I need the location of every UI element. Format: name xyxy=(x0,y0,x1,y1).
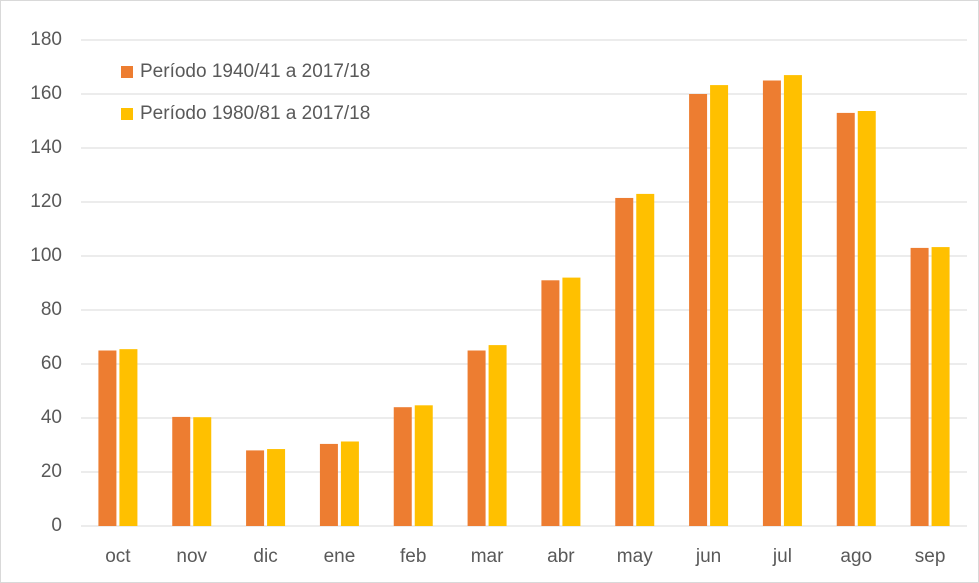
y-tick-label: 0 xyxy=(51,515,62,536)
bar xyxy=(615,197,634,526)
bar xyxy=(393,407,412,526)
y-tick-label: 180 xyxy=(30,29,62,50)
bar xyxy=(267,449,286,526)
x-tick-label: ago xyxy=(840,546,872,567)
x-tick-label: feb xyxy=(400,546,426,567)
legend-label: Período 1980/81 a 2017/18 xyxy=(140,103,370,124)
y-tick-label: 140 xyxy=(30,137,62,158)
y-tick-label: 80 xyxy=(41,299,62,320)
bar xyxy=(689,94,708,526)
x-tick-label: ene xyxy=(324,546,356,567)
bar xyxy=(119,349,138,526)
bar xyxy=(910,247,929,526)
bar xyxy=(783,75,802,526)
legend-swatch xyxy=(121,108,133,120)
bar xyxy=(710,85,729,526)
x-tick-label: may xyxy=(617,546,653,567)
bar xyxy=(98,350,117,526)
bar xyxy=(172,416,191,526)
bar xyxy=(541,280,560,526)
x-tick-label: oct xyxy=(105,546,131,567)
bar xyxy=(857,111,876,526)
x-tick-label: mar xyxy=(471,546,504,567)
bar xyxy=(762,80,781,526)
y-tick-label: 120 xyxy=(30,191,62,212)
bar xyxy=(340,441,359,526)
y-tick-label: 20 xyxy=(41,461,62,482)
bar xyxy=(836,112,855,527)
bar xyxy=(636,193,655,526)
x-tick-label: jun xyxy=(695,546,721,567)
bar xyxy=(193,417,212,526)
y-tick-label: 40 xyxy=(41,407,62,428)
x-tick-label: abr xyxy=(547,546,575,567)
legend-swatch xyxy=(121,66,133,78)
bar xyxy=(246,450,265,526)
bar xyxy=(414,405,433,526)
bar xyxy=(467,350,486,526)
legend-label: Período 1940/41 a 2017/18 xyxy=(140,61,370,82)
x-tick-label: jul xyxy=(772,546,792,567)
y-tick-label: 60 xyxy=(41,353,62,374)
bar xyxy=(319,443,338,526)
bar xyxy=(562,277,581,526)
y-tick-label: 100 xyxy=(30,245,62,266)
bar xyxy=(931,247,950,526)
x-tick-label: sep xyxy=(915,546,946,567)
x-tick-label: dic xyxy=(253,546,277,567)
bar xyxy=(488,345,507,526)
y-tick-label: 160 xyxy=(30,83,62,104)
x-tick-label: nov xyxy=(176,546,207,567)
